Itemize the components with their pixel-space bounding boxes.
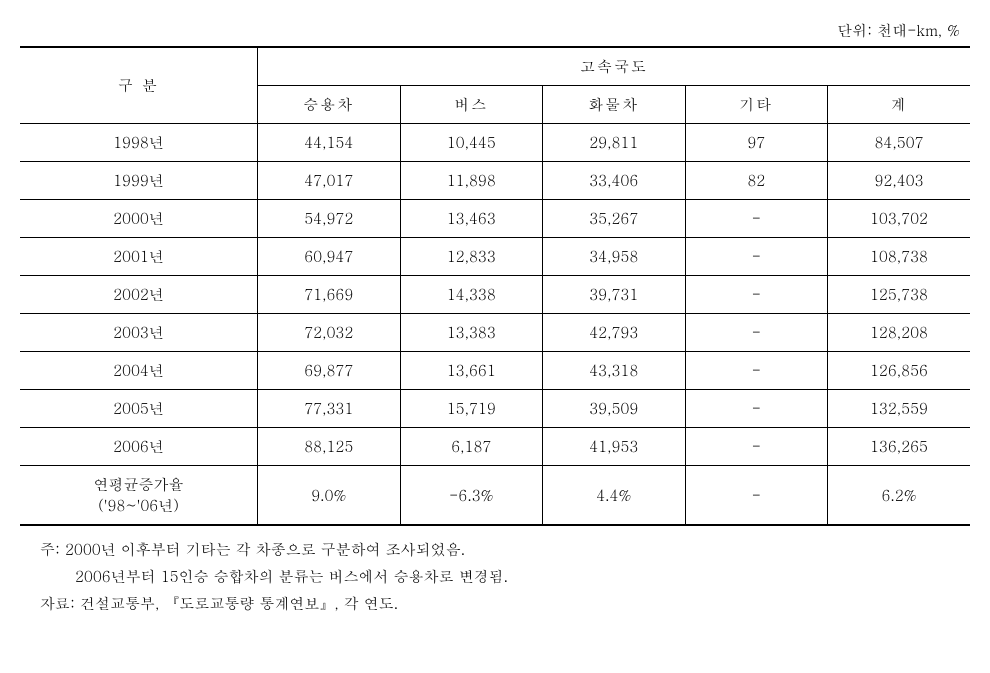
table-row: 2001년 60,947 12,833 34,958 - 108,738 [20, 238, 970, 276]
cell-truck: 33,406 [543, 162, 686, 200]
cell-car: 44,154 [258, 124, 401, 162]
cell-summary-car: 9.0% [258, 466, 401, 526]
unit-label: 단위: 천대-km, % [20, 20, 970, 41]
note-line-2: 2006년부터 15인승 승합차의 분류는 버스에서 승용차로 변경됨. [20, 563, 970, 590]
cell-bus: 10,445 [400, 124, 543, 162]
header-total: 계 [828, 86, 971, 124]
cell-car: 69,877 [258, 352, 401, 390]
cell-total: 128,208 [828, 314, 971, 352]
header-car: 승용차 [258, 86, 401, 124]
cell-year: 1999년 [20, 162, 258, 200]
cell-car: 71,669 [258, 276, 401, 314]
cell-other: - [685, 352, 828, 390]
cell-truck: 34,958 [543, 238, 686, 276]
header-truck: 화물차 [543, 86, 686, 124]
summary-label-line1: 연평균증가율 [94, 474, 184, 495]
cell-summary-label: 연평균증가율 ('98~'06년) [20, 466, 258, 526]
cell-car: 54,972 [258, 200, 401, 238]
cell-bus: 15,719 [400, 390, 543, 428]
cell-bus: 12,833 [400, 238, 543, 276]
table-row: 1999년 47,017 11,898 33,406 82 92,403 [20, 162, 970, 200]
cell-truck: 41,953 [543, 428, 686, 466]
cell-bus: 13,463 [400, 200, 543, 238]
table-container: 단위: 천대-km, % 구 분 고속국도 승용차 버스 화물차 기타 계 19… [20, 20, 970, 617]
cell-bus: 13,661 [400, 352, 543, 390]
table-row: 2006년 88,125 6,187 41,953 - 136,265 [20, 428, 970, 466]
cell-other: - [685, 314, 828, 352]
cell-year: 2006년 [20, 428, 258, 466]
cell-total: 84,507 [828, 124, 971, 162]
cell-summary-bus: -6.3% [400, 466, 543, 526]
notes-section: 주: 2000년 이후부터 기타는 각 차종으로 구분하여 조사되었음. 200… [20, 536, 970, 617]
cell-bus: 13,383 [400, 314, 543, 352]
table-row: 2005년 77,331 15,719 39,509 - 132,559 [20, 390, 970, 428]
cell-truck: 29,811 [543, 124, 686, 162]
cell-other: - [685, 238, 828, 276]
cell-bus: 11,898 [400, 162, 543, 200]
cell-summary-truck: 4.4% [543, 466, 686, 526]
header-bus: 버스 [400, 86, 543, 124]
cell-car: 88,125 [258, 428, 401, 466]
note-line-3: 자료: 건설교통부, 『도로교통량 통계연보』, 각 연도. [20, 590, 970, 617]
cell-year: 2001년 [20, 238, 258, 276]
cell-other: - [685, 200, 828, 238]
cell-car: 77,331 [258, 390, 401, 428]
cell-total: 103,702 [828, 200, 971, 238]
cell-summary-other: - [685, 466, 828, 526]
cell-other: - [685, 276, 828, 314]
header-category: 구 분 [20, 47, 258, 124]
cell-total: 136,265 [828, 428, 971, 466]
cell-total: 132,559 [828, 390, 971, 428]
cell-other: - [685, 428, 828, 466]
cell-total: 108,738 [828, 238, 971, 276]
table-row: 2002년 71,669 14,338 39,731 - 125,738 [20, 276, 970, 314]
cell-truck: 35,267 [543, 200, 686, 238]
cell-total: 92,403 [828, 162, 971, 200]
table-row: 1998년 44,154 10,445 29,811 97 84,507 [20, 124, 970, 162]
cell-car: 60,947 [258, 238, 401, 276]
table-row: 2004년 69,877 13,661 43,318 - 126,856 [20, 352, 970, 390]
cell-year: 1998년 [20, 124, 258, 162]
note-line-1: 주: 2000년 이후부터 기타는 각 차종으로 구분하여 조사되었음. [20, 536, 970, 563]
cell-car: 72,032 [258, 314, 401, 352]
cell-other: 82 [685, 162, 828, 200]
cell-year: 2005년 [20, 390, 258, 428]
cell-total: 126,856 [828, 352, 971, 390]
cell-truck: 39,509 [543, 390, 686, 428]
table-row: 2003년 72,032 13,383 42,793 - 128,208 [20, 314, 970, 352]
cell-summary-total: 6.2% [828, 466, 971, 526]
cell-truck: 42,793 [543, 314, 686, 352]
cell-year: 2004년 [20, 352, 258, 390]
cell-car: 47,017 [258, 162, 401, 200]
header-other: 기타 [685, 86, 828, 124]
cell-year: 2003년 [20, 314, 258, 352]
cell-bus: 6,187 [400, 428, 543, 466]
cell-truck: 39,731 [543, 276, 686, 314]
cell-year: 2002년 [20, 276, 258, 314]
cell-other: 97 [685, 124, 828, 162]
data-table: 구 분 고속국도 승용차 버스 화물차 기타 계 1998년 44,154 10… [20, 46, 970, 526]
header-group: 고속국도 [258, 47, 971, 86]
cell-bus: 14,338 [400, 276, 543, 314]
cell-total: 125,738 [828, 276, 971, 314]
cell-truck: 43,318 [543, 352, 686, 390]
summary-label-line2: ('98~'06년) [98, 495, 179, 516]
header-row-1: 구 분 고속국도 [20, 47, 970, 86]
table-row: 2000년 54,972 13,463 35,267 - 103,702 [20, 200, 970, 238]
cell-other: - [685, 390, 828, 428]
summary-row: 연평균증가율 ('98~'06년) 9.0% -6.3% 4.4% - 6.2% [20, 466, 970, 526]
cell-year: 2000년 [20, 200, 258, 238]
